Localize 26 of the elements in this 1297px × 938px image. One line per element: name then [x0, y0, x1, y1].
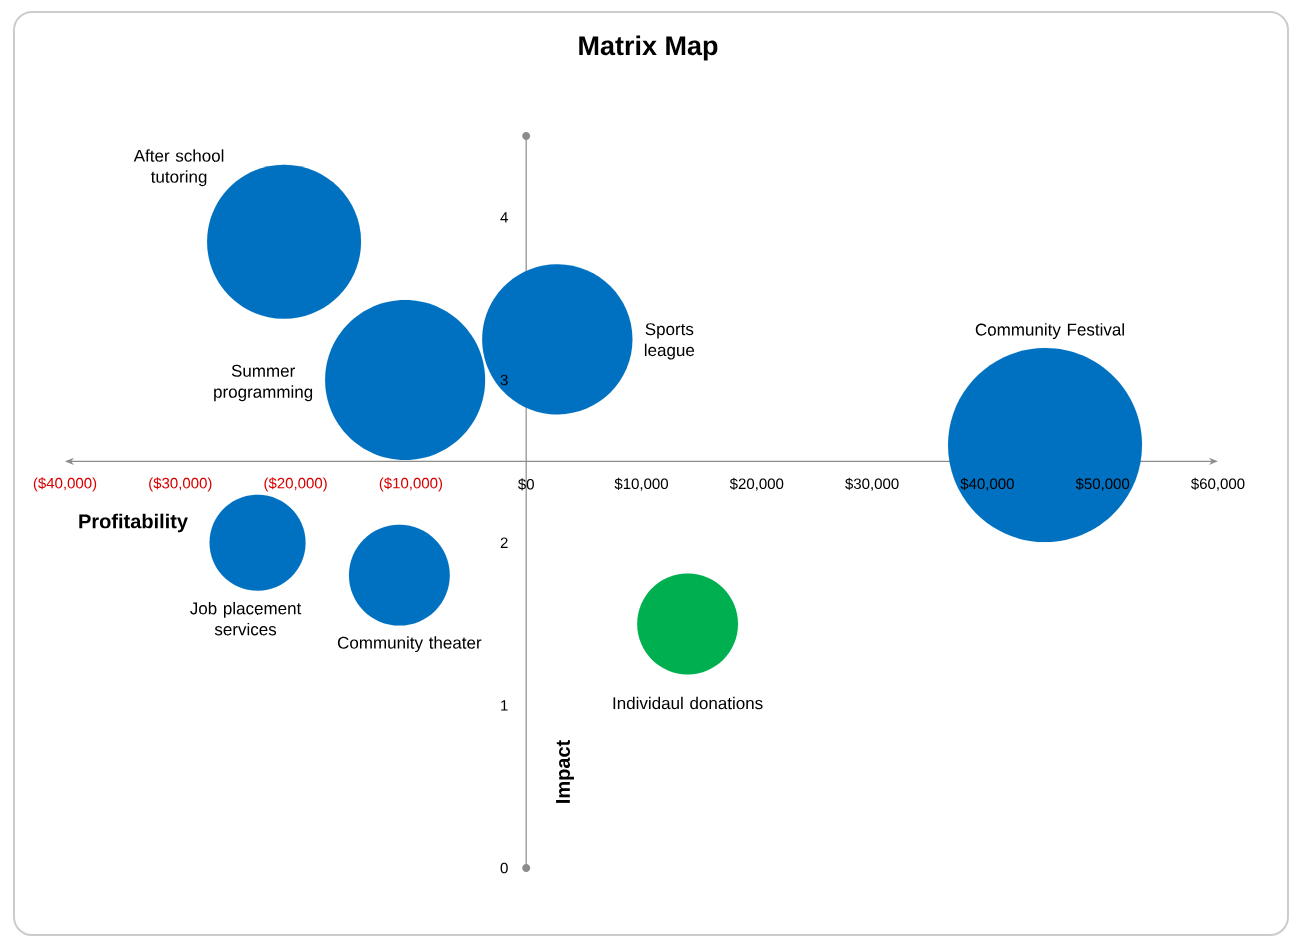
series-label: After school tutoring [133, 149, 224, 187]
y-tick-label: 3 [500, 374, 508, 386]
y-tick-label: 2 [500, 537, 508, 548]
y-tick-label: 1 [501, 700, 508, 711]
y-tick-label: 0 [500, 862, 508, 874]
x-tick-label: ($20,000) [264, 477, 327, 492]
x-tick-label: ($40,000) [33, 477, 97, 492]
x-tick-label: $50,000 [1075, 477, 1130, 491]
x-tick-label: $10,000 [614, 477, 668, 491]
y-axis-title: Impact [556, 740, 574, 803]
y-tick-label: 4 [500, 212, 508, 223]
x-tick-label: $30,000 [845, 477, 899, 491]
series-label: Community theater [337, 636, 482, 653]
chart-title: Matrix Map [579, 35, 718, 61]
series-label: Individaul donations [613, 696, 763, 710]
x-tick-label: $0 [518, 478, 534, 491]
series-label: Community Festival [975, 323, 1124, 339]
x-tick-label: $40,000 [960, 477, 1014, 491]
legend-label: Sports league [644, 323, 695, 360]
x-axis-title: Profitability [79, 513, 188, 533]
series-label: Summer programming [214, 364, 313, 402]
x-tick-label: $20,000 [729, 477, 784, 491]
x-tick-label: ($10,000) [379, 477, 443, 492]
x-tick-label: ($30,000) [149, 477, 212, 492]
series-label: Job placement services [190, 601, 302, 636]
x-tick-label: $60,000 [1191, 477, 1245, 491]
